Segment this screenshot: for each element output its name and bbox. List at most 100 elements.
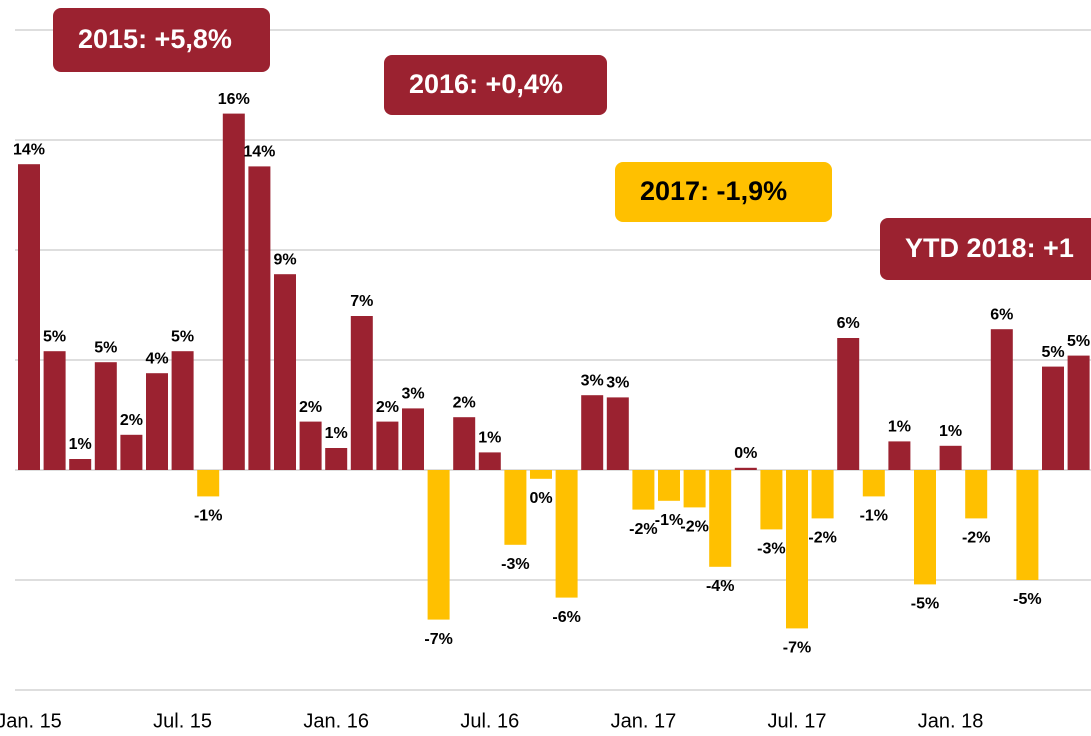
bar: [632, 470, 655, 510]
data-label: 1%: [69, 436, 92, 453]
bar: [760, 470, 783, 530]
data-label: -6%: [552, 609, 580, 626]
data-label: 5%: [43, 328, 66, 345]
data-label: -2%: [680, 519, 708, 536]
data-label: -2%: [808, 530, 836, 547]
data-label: 1%: [888, 419, 911, 436]
bar: [555, 470, 578, 598]
bar: [299, 421, 322, 470]
bar: [248, 166, 271, 470]
bar: [1067, 355, 1090, 470]
data-label: 2%: [376, 399, 399, 416]
annotation-text: 2016: +0,4%: [409, 69, 563, 99]
bar: [325, 448, 348, 470]
bar: [427, 470, 450, 620]
data-label: 3%: [606, 375, 629, 392]
bar: [1042, 366, 1064, 470]
bar: [1016, 470, 1039, 580]
data-label: -7%: [424, 631, 452, 648]
data-label: 1%: [325, 425, 348, 442]
x-tick-label: Jan. 16: [303, 710, 369, 732]
bar: [683, 470, 706, 508]
data-label: 0%: [734, 445, 757, 462]
data-label: -5%: [911, 596, 939, 613]
bar: [504, 470, 527, 545]
bar: [350, 316, 373, 470]
data-label: 9%: [273, 251, 296, 268]
x-tick-label: Jan. 15: [0, 710, 62, 732]
bar: [530, 470, 552, 479]
data-label: 5%: [1067, 333, 1090, 350]
bar: [734, 467, 757, 470]
data-label: -3%: [757, 541, 785, 558]
bar: [376, 421, 399, 470]
data-label: 4%: [145, 350, 168, 367]
data-label: 2%: [299, 399, 322, 416]
data-label: 6%: [837, 315, 860, 332]
data-label: 5%: [94, 339, 117, 356]
bar: [274, 274, 296, 470]
bar: [914, 470, 936, 585]
bar: [120, 434, 143, 470]
bar: [965, 470, 988, 519]
bar: [837, 338, 860, 470]
x-tick-label: Jul. 16: [460, 710, 519, 732]
bar: [402, 408, 424, 470]
bar: [811, 470, 834, 519]
bar: [606, 397, 629, 470]
x-tick-label: Jul. 17: [768, 710, 827, 732]
bar: [171, 351, 194, 470]
data-label: 5%: [1041, 344, 1064, 361]
data-label: 1%: [478, 430, 501, 447]
bar: [888, 441, 911, 470]
data-label: -5%: [1013, 591, 1041, 608]
bar: [709, 470, 732, 567]
x-tick-label: Jan. 18: [918, 710, 984, 732]
data-label: 6%: [990, 306, 1013, 323]
data-label: -2%: [962, 530, 990, 547]
bar: [990, 329, 1013, 470]
bar: [69, 459, 92, 470]
bar: [18, 164, 40, 470]
bar: [43, 351, 66, 470]
bar: [939, 445, 962, 470]
data-label: -1%: [860, 508, 888, 525]
annotation-box: [53, 8, 270, 72]
annotation-text: 2017: -1,9%: [640, 176, 787, 206]
data-label: 2%: [120, 412, 143, 429]
data-label: 14%: [243, 144, 275, 161]
bar: [197, 470, 220, 497]
data-label: 5%: [171, 328, 194, 345]
bar: [146, 373, 168, 470]
data-label: 2%: [453, 394, 476, 411]
data-label: 3%: [581, 372, 604, 389]
annotation-box: [384, 55, 607, 115]
x-tick-label: Jan. 17: [611, 710, 677, 732]
data-label: -2%: [629, 521, 657, 538]
bar: [786, 470, 808, 629]
annotation-text: 2015: +5,8%: [78, 24, 232, 54]
annotation-text: YTD 2018: +1: [905, 233, 1074, 263]
data-label: -7%: [783, 640, 811, 657]
data-label: 3%: [401, 386, 424, 403]
bar: [94, 362, 117, 470]
bar: [222, 113, 245, 470]
data-label: 7%: [350, 293, 373, 310]
data-label: 14%: [13, 141, 45, 158]
data-label: -1%: [655, 512, 683, 529]
bar: [862, 470, 885, 497]
bar: [478, 452, 501, 470]
data-label: 16%: [218, 91, 250, 108]
annotation-box: [880, 218, 1091, 280]
x-tick-label: Jul. 15: [153, 710, 212, 732]
annotation-box: [615, 162, 832, 222]
data-label: 1%: [939, 423, 962, 440]
data-label: -1%: [194, 508, 222, 525]
bar: [658, 470, 680, 501]
data-label: -3%: [501, 556, 529, 573]
bar: [453, 417, 476, 470]
data-label: 0%: [529, 490, 552, 507]
data-label: -4%: [706, 578, 734, 595]
bar: [581, 395, 604, 470]
